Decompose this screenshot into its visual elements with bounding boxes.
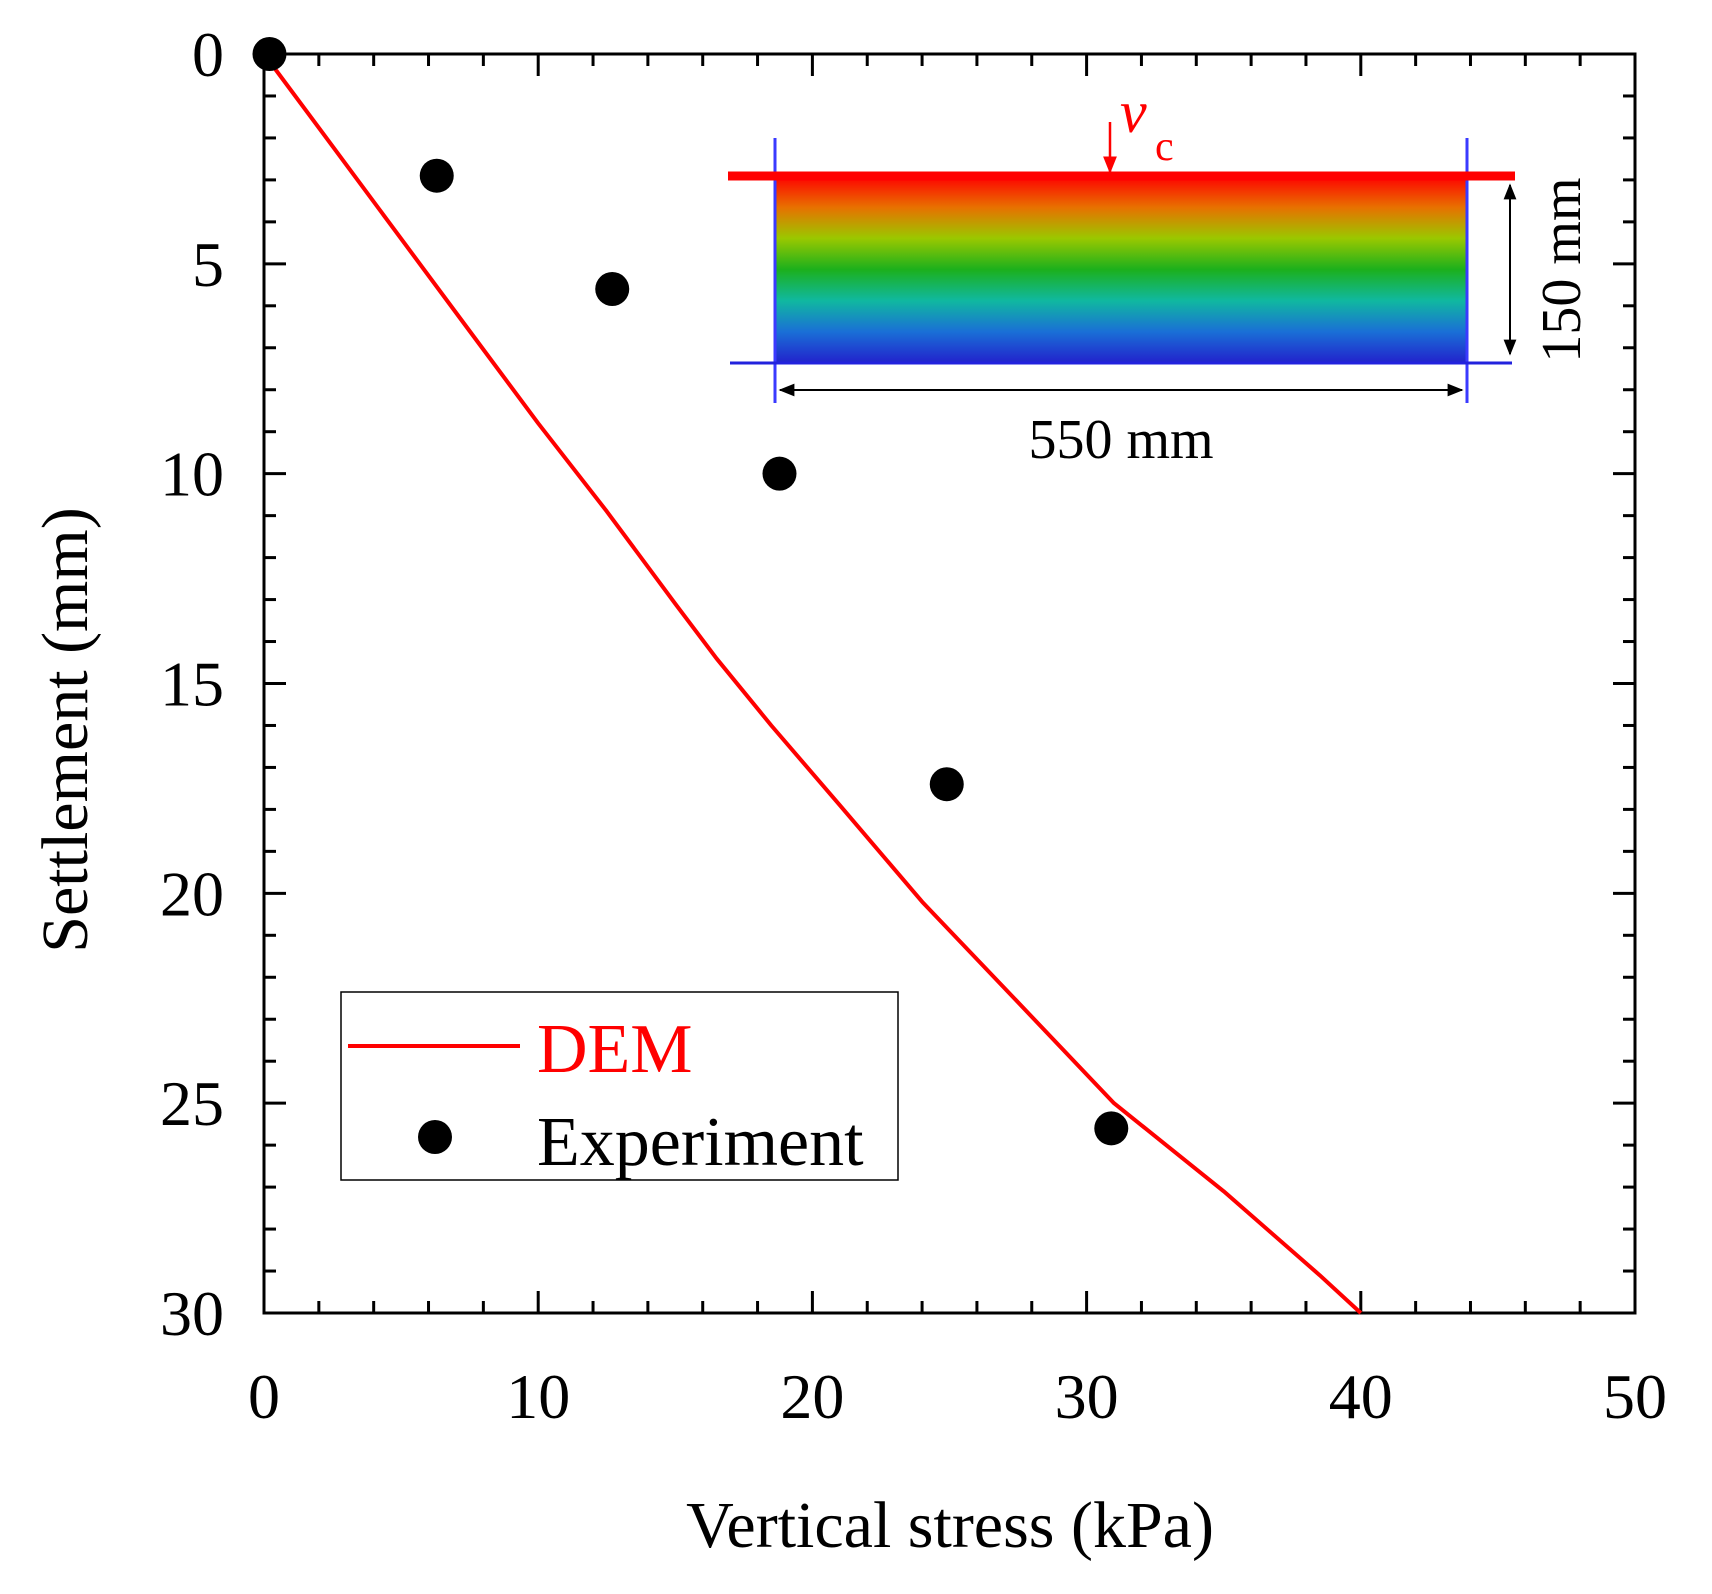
y-tick-label: 0 [192, 19, 224, 90]
experiment-point [252, 37, 287, 71]
sample-body [775, 176, 1467, 363]
height-label: 150 mm [1531, 177, 1593, 362]
legend: DEM Experiment [340, 991, 899, 1181]
load-subscript: c [1155, 124, 1174, 170]
y-tick-label: 5 [192, 229, 224, 300]
y-tick-label: 25 [160, 1068, 224, 1139]
y-tick-labels: 0 5 10 15 20 25 30 [160, 19, 224, 1349]
inset-sample-schematic: v c 550 mm 150 mm [728, 79, 1593, 471]
width-label: 550 mm [1028, 409, 1213, 471]
y-tick-label: 15 [160, 649, 224, 720]
experiment-point [762, 456, 797, 491]
load-symbol: v [1120, 79, 1147, 145]
experiment-point [419, 158, 454, 193]
dem-series-line [262, 52, 1363, 1315]
experiment-point [929, 767, 964, 802]
axis-ticks [262, 52, 1637, 1315]
legend-experiment-marker [418, 1120, 452, 1154]
y-tick-label: 30 [160, 1278, 224, 1349]
y-axis-title: Settlement (mm) [29, 507, 102, 952]
experiment-point [595, 272, 630, 307]
x-axis-title: Vertical stress (kPa) [686, 1489, 1214, 1562]
x-tick-label: 30 [1055, 1361, 1119, 1432]
y-tick-label: 20 [160, 858, 224, 929]
x-tick-label: 40 [1329, 1361, 1393, 1432]
legend-dem-label: DEM [537, 1011, 693, 1088]
x-tick-labels: 0 10 20 30 40 50 [248, 1361, 1667, 1432]
legend-experiment-label: Experiment [537, 1104, 864, 1181]
x-tick-label: 50 [1603, 1361, 1667, 1432]
x-tick-label: 0 [248, 1361, 280, 1432]
y-tick-label: 10 [160, 439, 224, 510]
x-tick-label: 20 [780, 1361, 844, 1432]
experiment-series-points [252, 37, 1129, 1146]
experiment-point [1094, 1111, 1129, 1146]
x-tick-label: 10 [506, 1361, 570, 1432]
